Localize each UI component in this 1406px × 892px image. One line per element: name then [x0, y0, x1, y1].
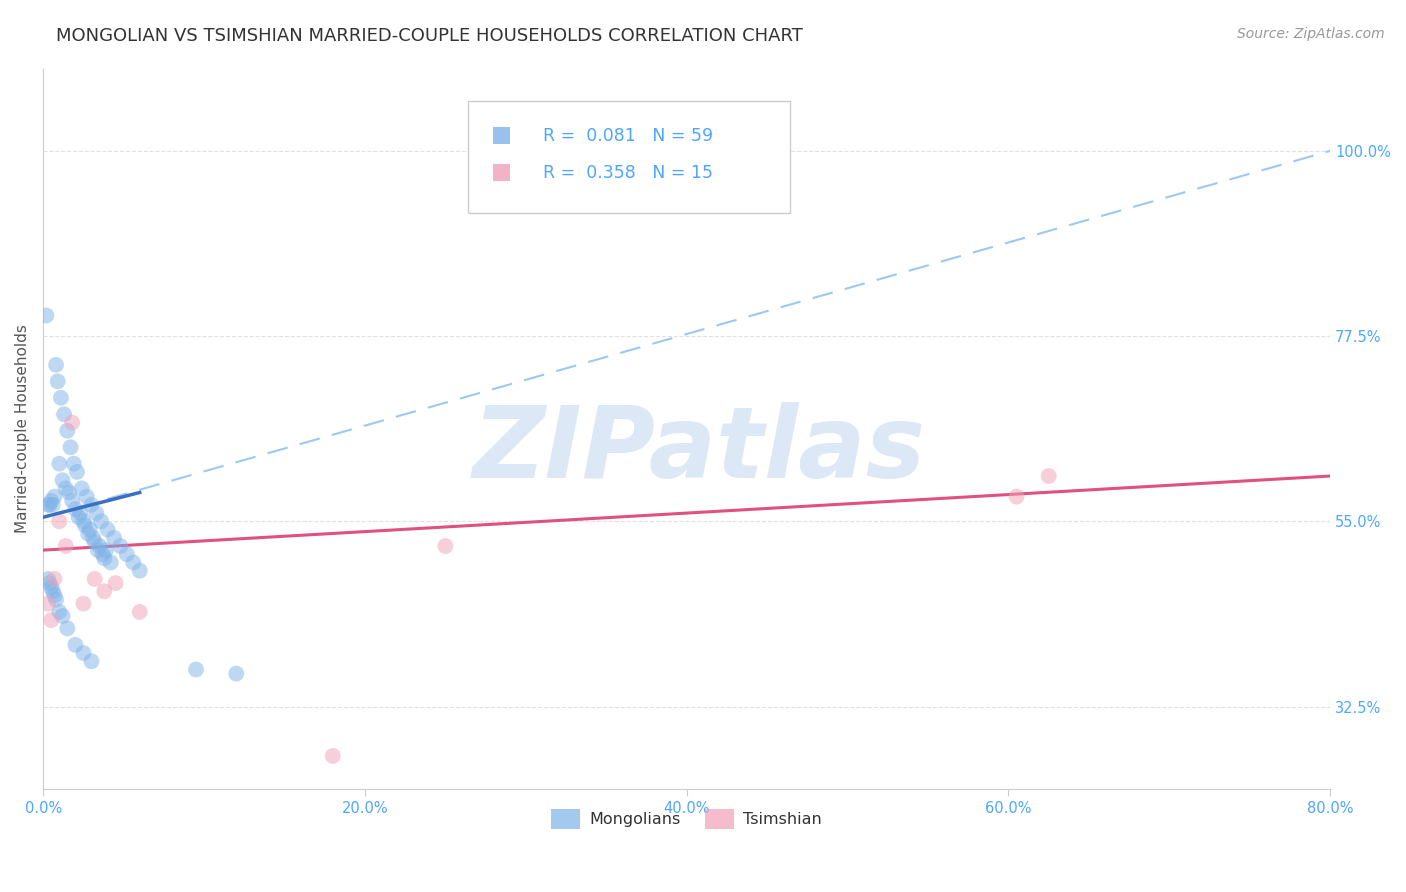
Text: R =  0.358   N = 15: R = 0.358 N = 15 — [543, 164, 713, 182]
Point — [39, 613, 62, 627]
Text: R =  0.081   N = 59: R = 0.081 N = 59 — [543, 127, 713, 145]
Point — [39, 580, 62, 594]
Point — [82, 531, 104, 545]
Legend: Mongolians, Tsimshian: Mongolians, Tsimshian — [546, 803, 828, 835]
Point — [45, 358, 67, 372]
Point — [48, 514, 70, 528]
Point — [184, 663, 207, 677]
Point — [39, 493, 62, 508]
Point — [35, 309, 58, 323]
Point — [56, 424, 79, 438]
Point — [76, 490, 98, 504]
Point — [48, 605, 70, 619]
Point — [38, 576, 60, 591]
Point — [42, 498, 65, 512]
Point — [93, 584, 115, 599]
Point — [104, 576, 127, 591]
Point — [51, 473, 73, 487]
Point — [60, 493, 83, 508]
Point — [37, 572, 59, 586]
Point — [90, 514, 112, 528]
Point — [83, 572, 105, 586]
Point — [37, 597, 59, 611]
Point — [1005, 490, 1028, 504]
Point — [91, 547, 114, 561]
Point — [67, 510, 90, 524]
Point — [65, 638, 87, 652]
Point — [66, 465, 89, 479]
Text: ZIPatlas: ZIPatlas — [472, 401, 927, 499]
Point — [62, 457, 84, 471]
Text: Source: ZipAtlas.com: Source: ZipAtlas.com — [1237, 27, 1385, 41]
Point — [87, 543, 110, 558]
Point — [434, 539, 457, 553]
Point — [58, 485, 80, 500]
FancyBboxPatch shape — [468, 101, 790, 212]
Point — [38, 498, 60, 512]
Point — [46, 375, 69, 389]
Point — [77, 526, 100, 541]
Point — [84, 506, 107, 520]
Point — [65, 502, 87, 516]
Point — [70, 482, 93, 496]
Point — [79, 523, 101, 537]
Point — [72, 514, 94, 528]
Point — [89, 539, 111, 553]
Point — [56, 621, 79, 635]
Point — [51, 609, 73, 624]
Point — [322, 748, 344, 763]
Point — [110, 539, 132, 553]
Point — [55, 482, 77, 496]
Point — [55, 539, 77, 553]
Text: MONGOLIAN VS TSIMSHIAN MARRIED-COUPLE HOUSEHOLDS CORRELATION CHART: MONGOLIAN VS TSIMSHIAN MARRIED-COUPLE HO… — [56, 27, 803, 45]
Y-axis label: Married-couple Households: Married-couple Households — [15, 325, 30, 533]
Point — [45, 592, 67, 607]
Point — [73, 518, 96, 533]
Point — [44, 490, 66, 504]
Point — [128, 605, 150, 619]
Point — [72, 597, 94, 611]
Point — [42, 584, 65, 599]
Point — [44, 588, 66, 602]
Point — [60, 416, 83, 430]
Point — [100, 556, 122, 570]
Point — [225, 666, 247, 681]
Point — [115, 547, 138, 561]
Point — [103, 531, 125, 545]
Point — [69, 506, 91, 520]
Point — [83, 535, 105, 549]
Point — [96, 523, 118, 537]
Point — [72, 646, 94, 660]
Point — [128, 564, 150, 578]
Point — [44, 572, 66, 586]
Point — [122, 556, 145, 570]
Point — [48, 457, 70, 471]
Point — [1038, 469, 1060, 483]
Point — [80, 654, 103, 668]
Point — [80, 498, 103, 512]
Point — [37, 498, 59, 512]
Point — [53, 407, 76, 421]
Point — [49, 391, 72, 405]
Point — [94, 543, 117, 558]
Point — [93, 551, 115, 566]
Point — [59, 440, 82, 454]
